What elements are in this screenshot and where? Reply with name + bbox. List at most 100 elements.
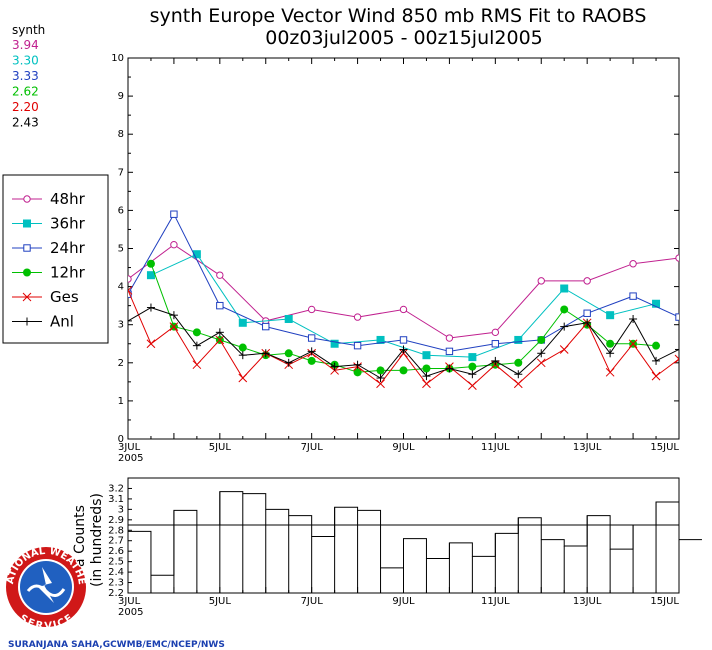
data-point-stroke xyxy=(651,371,661,381)
series-line xyxy=(128,244,679,339)
logo-center xyxy=(20,561,72,613)
x-tick-label: 5JUL xyxy=(209,596,232,607)
data-point xyxy=(262,322,270,331)
y-tick-label: 1 xyxy=(118,396,124,407)
data-point xyxy=(399,345,408,354)
y-tick-label: 2.8 xyxy=(108,525,124,536)
legend-label: Ges xyxy=(50,288,79,306)
legend-label: Anl xyxy=(50,313,74,331)
series-24hr xyxy=(128,210,679,356)
data-point xyxy=(238,373,248,383)
data-point xyxy=(422,364,431,373)
x-tick-label: 11JUL xyxy=(481,442,510,453)
data-point xyxy=(128,275,132,283)
data-point xyxy=(560,284,569,293)
legend-label: 48hr xyxy=(50,190,86,208)
legend-box: 48hr 36hr 24hr 12hr Ges Anl xyxy=(2,174,109,344)
data-point-stroke xyxy=(674,354,679,360)
data-point xyxy=(514,370,523,379)
y-tick-label: 2.5 xyxy=(108,557,124,568)
series-mean-12hr: 2.62 xyxy=(12,85,39,99)
data-point-stroke xyxy=(169,322,179,331)
series-mean-24hr: 3.33 xyxy=(12,69,39,83)
y-tick-label: 6 xyxy=(118,205,124,216)
data-point xyxy=(307,305,316,314)
data-point xyxy=(23,317,31,326)
series-stats: synth 3.94 3.303.33 2.622.20 2.43 xyxy=(12,23,45,130)
data-point xyxy=(192,328,201,337)
data-point xyxy=(675,254,679,262)
count-bars xyxy=(127,491,702,593)
y-tick-label: 2.4 xyxy=(108,567,124,578)
data-point xyxy=(629,292,637,300)
data-point xyxy=(629,314,638,323)
data-point xyxy=(192,250,201,259)
y-tick-label: 7 xyxy=(118,167,124,178)
data-point xyxy=(583,277,591,285)
series-48hr xyxy=(128,240,679,342)
legend-item: 24hr xyxy=(12,239,86,257)
data-point xyxy=(605,367,615,377)
data-point-stroke xyxy=(422,379,431,389)
data-point-stroke xyxy=(536,358,546,368)
data-point xyxy=(537,277,545,285)
x-tick-sublabel: 2005 xyxy=(118,607,143,618)
x-tick-label: 7JUL xyxy=(301,596,324,607)
data-point xyxy=(23,195,31,203)
legend-label: 36hr xyxy=(50,215,86,233)
data-point xyxy=(330,362,339,371)
data-point xyxy=(330,339,339,348)
data-point-stroke xyxy=(605,367,615,377)
data-point xyxy=(399,366,408,375)
credit-text: SURANJANA SAHA,GCWMB/EMC/NCEP/NWS xyxy=(8,640,225,650)
data-point xyxy=(536,358,546,368)
data-point xyxy=(146,303,155,312)
data-point xyxy=(629,260,637,268)
y-tick-label: 3 xyxy=(118,320,124,331)
x-tick-sublabel: 2005 xyxy=(118,453,143,464)
y-tick-label: 2.2 xyxy=(108,588,124,599)
data-point-stroke xyxy=(146,339,156,349)
data-point xyxy=(307,334,316,342)
y-tick-label: 2.7 xyxy=(108,536,124,547)
data-point xyxy=(376,379,385,389)
data-point xyxy=(422,351,431,360)
legend-item: 12hr xyxy=(12,264,86,282)
data-point xyxy=(674,354,679,364)
data-point xyxy=(468,370,477,379)
data-point-stroke xyxy=(128,286,133,292)
counts-axis-label: a Counts xyxy=(72,505,88,567)
data-point xyxy=(399,305,408,314)
data-point xyxy=(422,372,431,381)
data-point xyxy=(675,313,679,321)
counts-axis-sublabel: (in hundreds) xyxy=(89,493,105,587)
x-tick-label: 3JUL xyxy=(118,442,141,453)
x-tick-label: 9JUL xyxy=(392,596,415,607)
data-point-stroke xyxy=(238,373,248,383)
data-point xyxy=(22,292,32,302)
data-point xyxy=(169,322,179,331)
series-mean-anl: 2.43 xyxy=(12,116,39,130)
series-line xyxy=(128,213,679,352)
data-point xyxy=(675,345,679,354)
data-point xyxy=(468,362,477,371)
data-point xyxy=(583,309,591,317)
data-point xyxy=(216,271,224,279)
legend-label: 12hr xyxy=(50,264,86,282)
data-point xyxy=(537,335,546,344)
chart-subtitle: 00z03jul2005 - 00z15jul2005 xyxy=(265,27,543,49)
data-point xyxy=(307,356,316,365)
data-point xyxy=(445,334,454,342)
data-point xyxy=(353,341,362,350)
data-point xyxy=(445,347,454,356)
data-point xyxy=(238,318,247,327)
data-point xyxy=(23,268,31,277)
data-point xyxy=(560,322,569,331)
data-point xyxy=(353,368,362,377)
cloud-swirl-icon xyxy=(26,584,66,597)
data-point xyxy=(652,341,661,350)
y-tick-label: 2.6 xyxy=(108,546,124,557)
data-point xyxy=(491,340,500,348)
stats-header: synth xyxy=(12,23,45,37)
y-tick-label: 0 xyxy=(118,434,124,445)
